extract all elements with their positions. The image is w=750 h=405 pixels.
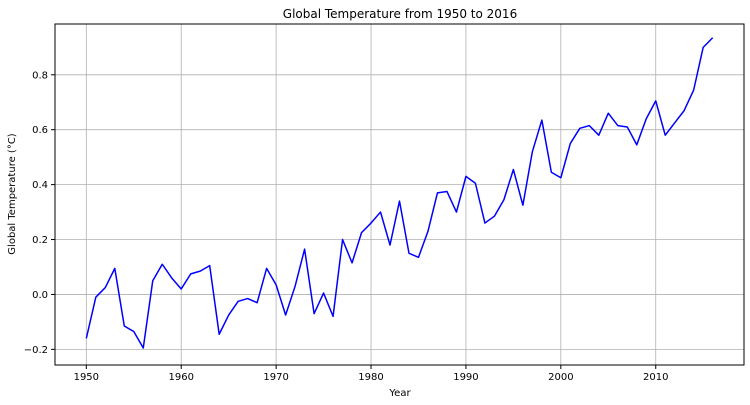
x-tick-label: 2010 — [643, 372, 668, 383]
temperature-line — [85, 37, 714, 349]
y-tick-label: 0.4 — [32, 180, 48, 191]
y-axis-title: Global Temperature (°C) — [7, 133, 18, 254]
y-tick-label: 0.0 — [32, 290, 48, 301]
x-axis-title: Year — [388, 388, 411, 399]
x-tick-label: 1960 — [168, 372, 193, 383]
x-tick-label: 1970 — [263, 372, 288, 383]
x-tick-label: 1980 — [358, 372, 383, 383]
y-tick-label: 0.8 — [32, 70, 48, 81]
x-gridlines — [85, 24, 657, 365]
y-tick-label: −0.2 — [24, 345, 48, 356]
y-tick-label: 0.2 — [32, 235, 48, 246]
x-tick-label: 1990 — [453, 372, 478, 383]
x-tick-label: 2000 — [548, 372, 573, 383]
y-axis-ticks: −0.2 0.0 0.2 0.4 0.6 0.8 — [24, 70, 55, 356]
plot-frame — [54, 23, 745, 366]
x-axis-ticks: 1950 1960 1970 1980 1990 2000 2010 — [74, 365, 668, 383]
x-tick-label: 1950 — [74, 372, 99, 383]
chart-title: Global Temperature from 1950 to 2016 — [283, 7, 517, 21]
y-tick-label: 0.6 — [32, 125, 48, 136]
